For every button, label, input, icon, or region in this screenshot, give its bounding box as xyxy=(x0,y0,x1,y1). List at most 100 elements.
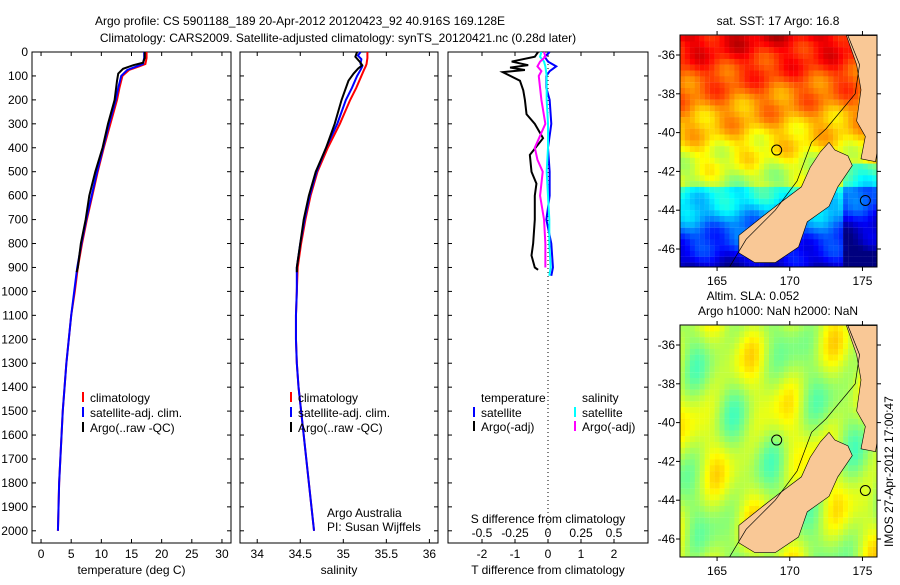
map-cell xyxy=(684,447,690,454)
map-cell xyxy=(680,395,686,402)
map-cell xyxy=(714,424,720,431)
map-cell xyxy=(694,250,700,257)
map-cell xyxy=(684,175,690,182)
series-line-s-satellite xyxy=(538,51,552,276)
map-cell xyxy=(848,175,854,182)
map-cell xyxy=(759,343,765,350)
map-cell xyxy=(704,500,710,507)
map-cell xyxy=(853,529,859,536)
map-cell xyxy=(749,169,755,176)
map-cell xyxy=(783,175,789,182)
map-cell xyxy=(773,331,779,338)
map-cell xyxy=(858,245,864,252)
map-cell xyxy=(808,535,814,542)
map-cell xyxy=(719,152,725,158)
map-cell xyxy=(764,453,770,460)
map-cell xyxy=(719,245,725,252)
map-cell xyxy=(680,494,686,501)
map-cell xyxy=(808,412,814,419)
map-cell xyxy=(808,424,814,431)
map-cell xyxy=(798,412,804,419)
map-cell xyxy=(769,134,775,141)
map-cell xyxy=(773,482,779,489)
map-cell xyxy=(764,198,770,205)
map-cell xyxy=(714,471,720,478)
map-cell xyxy=(838,146,844,153)
map-cell xyxy=(729,511,735,518)
map-cell xyxy=(838,221,844,228)
map-cell xyxy=(714,239,720,246)
map-cell xyxy=(724,517,730,524)
map-cell xyxy=(828,82,834,89)
map-cell xyxy=(823,64,829,71)
map-cell xyxy=(680,134,686,141)
map-cell xyxy=(724,360,730,367)
map-cell xyxy=(739,192,745,199)
map-cell xyxy=(773,372,779,379)
map-cell xyxy=(699,128,705,135)
map-cell xyxy=(680,418,686,425)
map-cell xyxy=(734,389,740,396)
map-cell xyxy=(714,93,720,100)
map-cell xyxy=(843,216,849,222)
map-cell xyxy=(843,204,849,211)
map-cell xyxy=(744,412,750,419)
map-cell xyxy=(694,337,700,344)
map-cell xyxy=(867,169,873,176)
map-cell xyxy=(694,204,700,211)
map-cell xyxy=(714,250,720,257)
map-cell xyxy=(843,546,849,553)
map-cell xyxy=(694,447,700,454)
map-cell xyxy=(680,181,686,188)
map-cell xyxy=(838,47,844,54)
map-cell xyxy=(833,517,839,524)
map-cell xyxy=(783,53,789,60)
map-cell xyxy=(862,523,868,530)
map-cell xyxy=(818,383,824,390)
depth-tick-label: 1300 xyxy=(1,356,28,370)
map-cell xyxy=(783,378,789,384)
map-cell xyxy=(793,93,799,100)
map-cell xyxy=(788,64,794,71)
map-cell xyxy=(744,506,750,512)
map-cell xyxy=(719,204,725,211)
map-cell xyxy=(694,35,700,42)
map-cell xyxy=(808,221,814,228)
map-cell xyxy=(838,233,844,240)
map-cell xyxy=(828,122,834,129)
map-cell xyxy=(680,552,686,557)
map-cell xyxy=(769,447,775,454)
map-cell xyxy=(838,262,844,267)
map-cell xyxy=(773,169,779,176)
map-cell xyxy=(848,354,854,361)
map-cell xyxy=(734,239,740,246)
map-cell xyxy=(818,134,824,141)
map-cell xyxy=(823,93,829,100)
map-cell xyxy=(734,354,740,361)
map-cell xyxy=(734,169,740,176)
map-cell xyxy=(833,354,839,361)
map-cell xyxy=(729,186,735,193)
map-cell xyxy=(689,540,695,547)
map-cell xyxy=(848,360,854,367)
map-cell xyxy=(680,93,686,100)
map-cell xyxy=(862,471,868,478)
map-cell xyxy=(764,447,770,454)
map-cell xyxy=(803,436,809,443)
map-cell xyxy=(788,93,794,100)
map-cell xyxy=(699,262,705,267)
map-cell xyxy=(813,436,819,443)
map-cell xyxy=(694,169,700,176)
map-cell xyxy=(734,268,739,274)
map-cell xyxy=(719,134,725,141)
map-cell xyxy=(783,552,789,557)
map-cell xyxy=(833,552,839,557)
map-cell xyxy=(872,506,877,512)
map-cell xyxy=(734,494,740,501)
map-cell xyxy=(759,337,765,344)
map-cell xyxy=(754,134,760,141)
map-cell xyxy=(689,169,695,176)
map-cell xyxy=(828,256,834,263)
map-frame xyxy=(679,34,878,268)
map-cell xyxy=(714,378,720,384)
